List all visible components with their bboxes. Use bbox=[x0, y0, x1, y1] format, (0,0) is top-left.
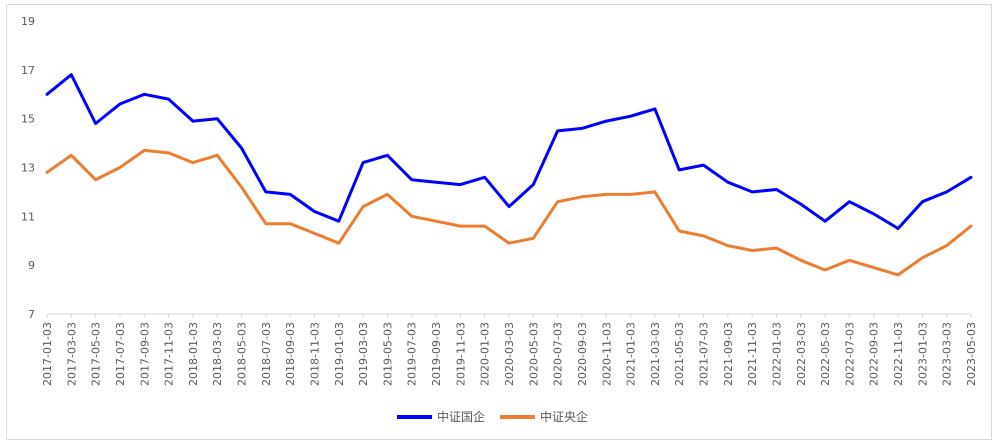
series-line-0 bbox=[45, 73, 973, 230]
chart-frame bbox=[6, 4, 992, 440]
x-tick-label: 2022-05-03 bbox=[819, 322, 832, 386]
y-tick-label: 15 bbox=[21, 113, 35, 126]
x-tick-label: 2017-03-03 bbox=[65, 322, 78, 386]
x-tick-label: 2020-09-03 bbox=[576, 322, 589, 386]
x-axis: 2017-01-03 2017-03-03 2017-05-03 2017-07-03… bbox=[41, 313, 978, 386]
y-tick-label: 11 bbox=[21, 210, 35, 223]
x-tick-label: 2019-03-03 bbox=[357, 322, 370, 386]
x-tick-label: 2023-03-03 bbox=[941, 322, 954, 386]
x-tick-label: 2017-07-03 bbox=[114, 322, 127, 386]
x-tick-label: 2023-05-03 bbox=[965, 322, 978, 386]
x-tick-label: 2020-03-03 bbox=[503, 322, 516, 386]
y-axis: 7 9 11 13 15 17 19 bbox=[21, 15, 35, 321]
x-tick-label: 2021-09-03 bbox=[722, 322, 735, 386]
y-tick-label: 19 bbox=[21, 15, 35, 28]
x-tick-label: 2019-11-03 bbox=[454, 322, 467, 386]
legend: 中证国企 中证央企 bbox=[397, 409, 588, 424]
x-tick-label: 2019-05-03 bbox=[381, 322, 394, 386]
x-tick-label: 2018-09-03 bbox=[284, 322, 297, 386]
x-tick-label: 2017-11-03 bbox=[163, 322, 176, 386]
x-tick-label: 2022-01-03 bbox=[770, 322, 783, 386]
x-tick-label: 2018-07-03 bbox=[260, 322, 273, 386]
x-tick-label: 2020-11-03 bbox=[600, 322, 613, 386]
series-lines bbox=[45, 73, 973, 277]
x-tick-label: 2017-05-03 bbox=[90, 322, 103, 386]
x-tick-label: 2022-07-03 bbox=[843, 322, 856, 386]
x-tick-label: 2022-11-03 bbox=[892, 322, 905, 386]
y-tick-label: 7 bbox=[28, 308, 35, 321]
x-tick-label: 2019-09-03 bbox=[430, 322, 443, 386]
x-tick-label: 2021-05-03 bbox=[673, 322, 686, 386]
x-tick-label: 2018-11-03 bbox=[308, 322, 321, 386]
x-tick-label: 2021-07-03 bbox=[698, 322, 711, 386]
x-tick-label: 2021-11-03 bbox=[746, 322, 759, 386]
x-tick-label: 2018-05-03 bbox=[236, 322, 249, 386]
x-tick-label: 2021-03-03 bbox=[649, 322, 662, 386]
x-tick-label: 2023-01-03 bbox=[916, 322, 929, 386]
y-tick-label: 9 bbox=[28, 259, 35, 272]
x-tick-label: 2018-03-03 bbox=[211, 322, 224, 386]
x-tick-label: 2017-01-03 bbox=[41, 322, 54, 386]
x-tick-label: 2020-05-03 bbox=[527, 322, 540, 386]
y-tick-label: 13 bbox=[21, 162, 35, 175]
legend-label-series-1: 中证央企 bbox=[540, 409, 588, 424]
x-tick-label: 2022-03-03 bbox=[795, 322, 808, 386]
x-tick-label: 2020-01-03 bbox=[479, 322, 492, 386]
legend-label-series-0: 中证国企 bbox=[437, 409, 485, 424]
x-tick-label: 2018-01-03 bbox=[187, 322, 200, 386]
x-tick-label: 2020-07-03 bbox=[552, 322, 565, 386]
y-tick-label: 17 bbox=[21, 64, 35, 77]
series-line-1 bbox=[45, 148, 973, 277]
x-tick-label: 2022-09-03 bbox=[868, 322, 881, 386]
x-tick-label: 2021-01-03 bbox=[625, 322, 638, 386]
x-tick-label: 2019-01-03 bbox=[333, 322, 346, 386]
x-tick-label: 2017-09-03 bbox=[138, 322, 151, 386]
x-tick-label: 2019-07-03 bbox=[406, 322, 419, 386]
